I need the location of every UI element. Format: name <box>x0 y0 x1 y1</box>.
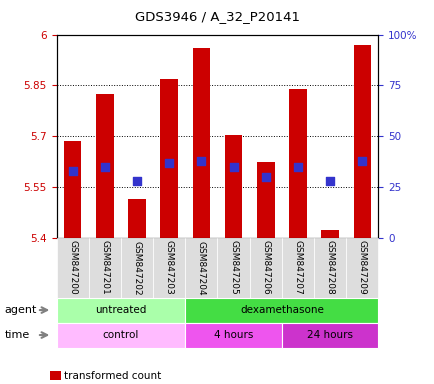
Text: GSM847208: GSM847208 <box>325 240 334 295</box>
Point <box>165 160 172 166</box>
Point <box>294 164 301 170</box>
Point <box>101 164 108 170</box>
Bar <box>128 199 145 238</box>
Bar <box>64 141 81 238</box>
Text: agent: agent <box>4 305 36 315</box>
Point <box>69 168 76 174</box>
Text: control: control <box>102 330 139 340</box>
Text: GSM847204: GSM847204 <box>197 240 205 295</box>
Text: GDS3946 / A_32_P20141: GDS3946 / A_32_P20141 <box>135 10 299 23</box>
Point <box>358 158 365 164</box>
Point <box>133 178 140 184</box>
Text: 4 hours: 4 hours <box>214 330 253 340</box>
Text: GSM847202: GSM847202 <box>132 240 141 295</box>
Text: 24 hours: 24 hours <box>306 330 352 340</box>
Text: GSM847209: GSM847209 <box>357 240 366 295</box>
Bar <box>256 162 274 238</box>
Text: dexamethasone: dexamethasone <box>240 305 323 315</box>
Text: transformed count: transformed count <box>64 371 161 381</box>
Bar <box>353 45 370 238</box>
Text: GSM847201: GSM847201 <box>100 240 109 295</box>
Text: GSM847200: GSM847200 <box>68 240 77 295</box>
Bar <box>321 230 338 238</box>
Text: GSM847203: GSM847203 <box>164 240 173 295</box>
Text: GSM847206: GSM847206 <box>261 240 270 295</box>
Bar <box>160 79 178 238</box>
Text: time: time <box>4 330 30 340</box>
Point <box>326 178 333 184</box>
Text: GSM847205: GSM847205 <box>229 240 237 295</box>
Text: untreated: untreated <box>95 305 146 315</box>
Bar <box>289 89 306 238</box>
Bar <box>224 135 242 238</box>
Point <box>197 158 204 164</box>
Bar <box>96 94 113 238</box>
Bar <box>192 48 210 238</box>
Point <box>262 174 269 180</box>
Text: GSM847207: GSM847207 <box>293 240 302 295</box>
Point <box>230 164 237 170</box>
